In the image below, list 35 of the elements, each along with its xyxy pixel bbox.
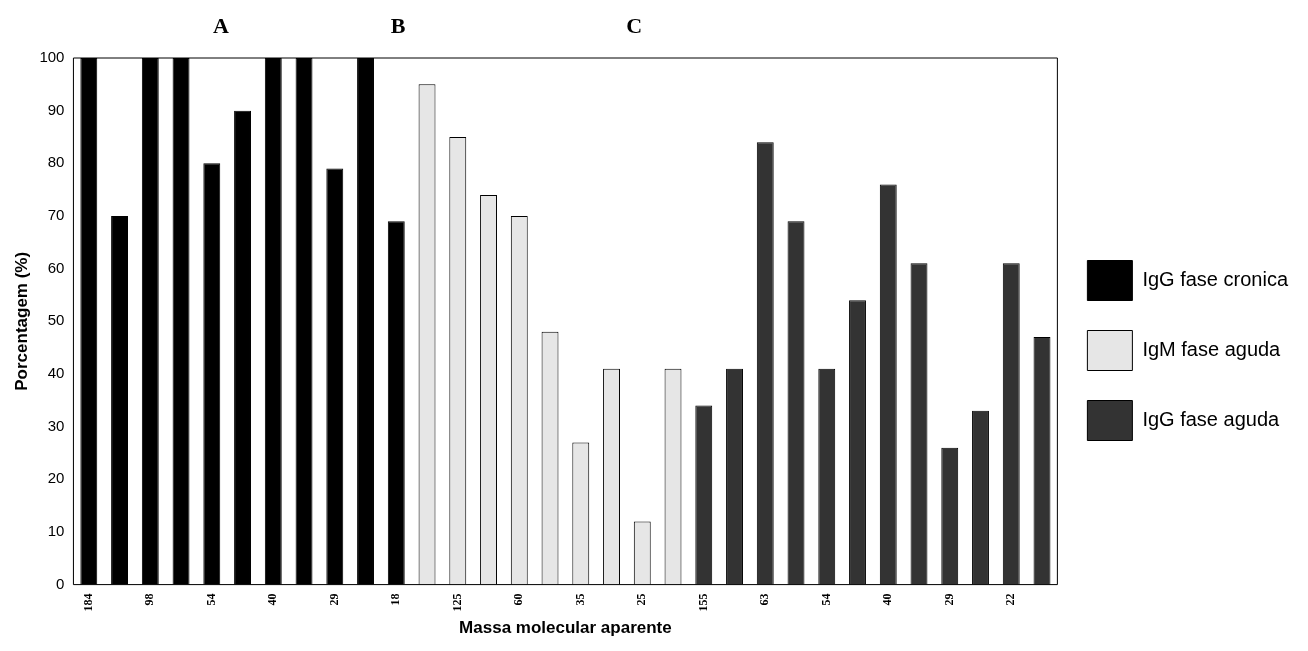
legend-label: IgG fase aguda [1142, 408, 1281, 431]
x-tick-label: 40 [265, 593, 280, 606]
x-tick-label: 35 [572, 593, 587, 606]
x-tick-label: 29 [326, 593, 341, 606]
legend-label: IgM fase aguda [1142, 338, 1282, 361]
x-tick-label: 22 [1003, 593, 1018, 606]
y-tick-label: 20 [47, 469, 65, 487]
text: C [626, 12, 643, 38]
y-tick-label: 80 [47, 153, 65, 171]
y-tick-label: 100 [39, 48, 65, 66]
y-tick-label: 0 [56, 574, 65, 592]
y-tick-label: 70 [47, 206, 65, 224]
legend-label: IgG fase cronica [1142, 268, 1289, 291]
x-tick-label: 60 [511, 593, 526, 606]
x-tick-label: 40 [880, 593, 895, 606]
x-tick-label: 125 [449, 593, 464, 612]
y-tick-label: 10 [47, 522, 65, 540]
x-tick-label: 18 [388, 593, 403, 606]
x-tick-label: 25 [634, 593, 649, 606]
x-tick-label: 98 [142, 593, 157, 606]
y-tick-label: 90 [47, 100, 65, 118]
x-tick-label: 54 [818, 593, 833, 606]
y-tick-label: 30 [47, 416, 65, 434]
y-axis-title: Porcentagem (%) [11, 251, 31, 391]
x-tick-label: 29 [941, 593, 956, 606]
y-tick-label: 50 [47, 311, 65, 329]
x-tick-label: 63 [757, 593, 772, 606]
x-tick-label: 155 [695, 593, 710, 612]
text: B [390, 12, 406, 38]
x-tick-label: 184 [80, 593, 95, 612]
y-tick-label: 60 [47, 258, 65, 276]
x-axis-title: Massa molecular aparente [459, 618, 672, 638]
y-tick-label: 40 [47, 364, 65, 382]
text: A [213, 12, 230, 38]
x-tick-label: 54 [203, 593, 218, 606]
